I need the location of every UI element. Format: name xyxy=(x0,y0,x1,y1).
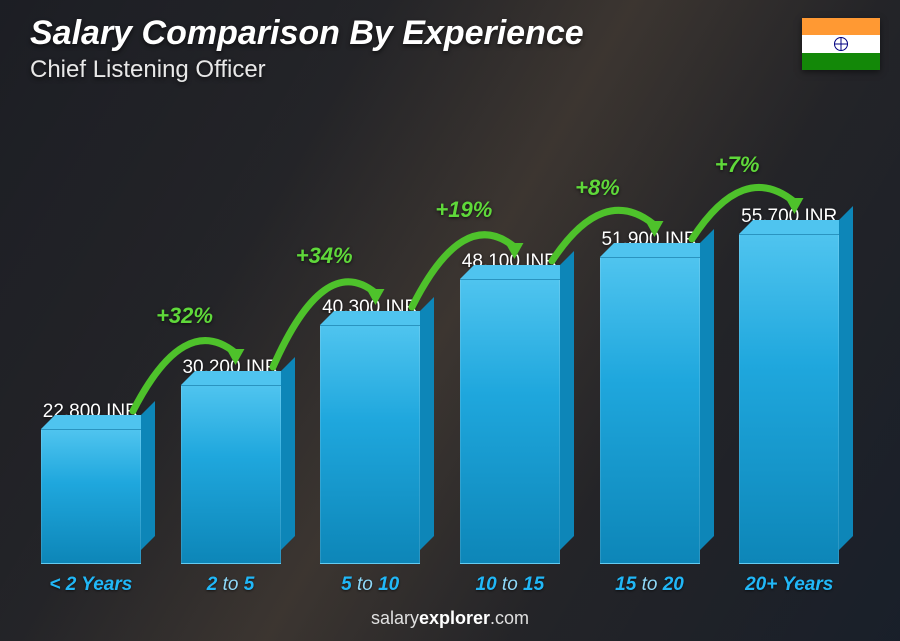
flag-stripe-mid xyxy=(802,35,880,52)
bar-group: 48,100 INR10 to 15 xyxy=(449,251,571,596)
india-flag-icon xyxy=(802,18,880,70)
bar xyxy=(739,234,839,564)
bar-category-label: 20+ Years xyxy=(745,574,833,596)
pct-increase-label: +19% xyxy=(435,197,492,223)
bar-top-face xyxy=(41,415,155,429)
bar-side-face xyxy=(141,401,155,550)
bar xyxy=(460,279,560,564)
bar-top-face xyxy=(600,243,714,257)
brand-bold: explorer xyxy=(419,608,490,628)
bar-front-face xyxy=(739,234,839,564)
bar-group: 40,300 INR5 to 10 xyxy=(309,297,431,596)
brand-suffix: .com xyxy=(490,608,529,628)
bar-side-face xyxy=(281,357,295,550)
bar-chart: 22,800 INR< 2 Years30,200 INR2 to 540,30… xyxy=(30,96,850,596)
bar-group: 30,200 INR2 to 5 xyxy=(170,357,292,596)
flag-chakra-icon xyxy=(834,37,848,51)
bar xyxy=(600,257,700,564)
bar-front-face xyxy=(600,257,700,564)
bar-side-face xyxy=(839,206,853,550)
bar-side-face xyxy=(560,251,574,550)
bar xyxy=(181,385,281,564)
bar xyxy=(320,325,420,564)
bar-front-face xyxy=(460,279,560,564)
bar-side-face xyxy=(700,229,714,550)
chart-title: Salary Comparison By Experience xyxy=(30,14,584,53)
bar-group: 22,800 INR< 2 Years xyxy=(30,401,152,596)
bar-side-face xyxy=(420,297,434,550)
bar-front-face xyxy=(320,325,420,564)
bar-top-face xyxy=(739,220,853,234)
pct-increase-label: +34% xyxy=(296,243,353,269)
brand-prefix: salary xyxy=(371,608,419,628)
infographic-canvas: Salary Comparison By Experience Chief Li… xyxy=(0,0,900,641)
pct-increase-label: +8% xyxy=(575,175,620,201)
brand-footer: salaryexplorer.com xyxy=(371,608,529,629)
bar-top-face xyxy=(181,371,295,385)
bar-category-label: 15 to 20 xyxy=(615,574,684,596)
bar-group: 51,900 INR15 to 20 xyxy=(589,229,711,596)
pct-increase-label: +7% xyxy=(715,152,760,178)
bar xyxy=(41,429,141,564)
bar-category-label: 2 to 5 xyxy=(207,574,255,596)
chart-subtitle: Chief Listening Officer xyxy=(30,56,266,84)
bar-category-label: 10 to 15 xyxy=(476,574,545,596)
pct-increase-label: +32% xyxy=(156,303,213,329)
flag-stripe-top xyxy=(802,18,880,35)
bar-category-label: 5 to 10 xyxy=(341,574,399,596)
bar-category-label: < 2 Years xyxy=(49,574,132,596)
bar-top-face xyxy=(320,311,434,325)
bar-front-face xyxy=(41,429,141,564)
flag-stripe-bot xyxy=(802,53,880,70)
bar-front-face xyxy=(181,385,281,564)
bar-top-face xyxy=(460,265,574,279)
bar-group: 55,700 INR20+ Years xyxy=(728,206,850,596)
